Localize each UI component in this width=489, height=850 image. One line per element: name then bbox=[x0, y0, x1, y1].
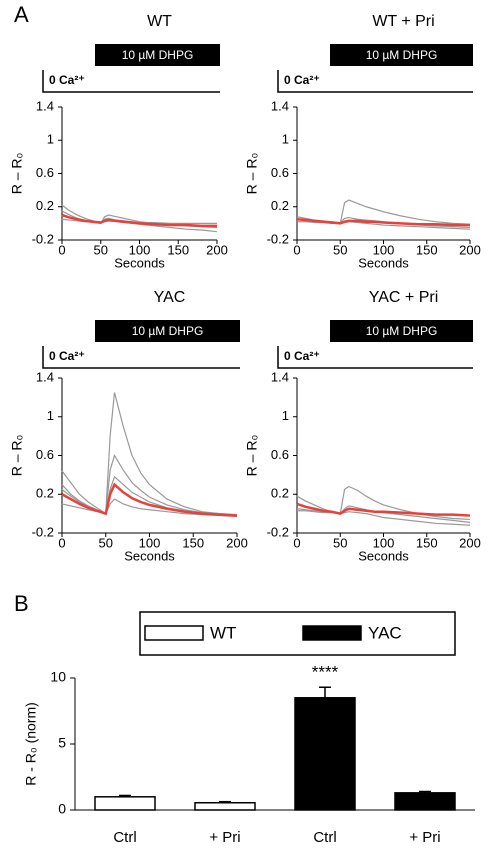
x-tick-label: 200 bbox=[226, 535, 248, 550]
trace bbox=[297, 510, 471, 526]
x-tick-label: 200 bbox=[459, 535, 481, 550]
x-tick-label: 150 bbox=[416, 535, 438, 550]
condition-bracket bbox=[42, 70, 220, 93]
y-tick-label: 1.4 bbox=[271, 98, 289, 113]
panel-label: A bbox=[14, 2, 29, 27]
panel-label: B bbox=[14, 591, 29, 616]
stimulus-bar bbox=[330, 44, 473, 66]
trace bbox=[61, 498, 238, 518]
y-tick-label: 5 bbox=[58, 735, 66, 751]
trace bbox=[61, 392, 238, 517]
y-tick-label: -0.2 bbox=[267, 524, 289, 539]
y-tick-label: 0 bbox=[58, 801, 66, 817]
y-tick-label: 0.2 bbox=[36, 486, 54, 501]
y-tick-label: 1.4 bbox=[36, 98, 54, 113]
legend-swatch bbox=[144, 625, 204, 641]
y-tick-label: 0.2 bbox=[36, 198, 54, 213]
x-tick-label: 200 bbox=[206, 242, 228, 257]
x-tick-label: 150 bbox=[416, 242, 438, 257]
stimulus-label: 10 µM DHPG bbox=[132, 324, 204, 338]
y-tick-label: 0.2 bbox=[271, 486, 289, 501]
x-tick-label: 100 bbox=[139, 535, 161, 550]
y-tick-label: 0.6 bbox=[271, 165, 289, 180]
stimulus-label: 10 µM DHPG bbox=[366, 48, 438, 62]
legend-swatch bbox=[302, 625, 362, 641]
x-tick-label: + Pri bbox=[209, 829, 240, 846]
bar bbox=[394, 792, 456, 811]
x-axis-label: Seconds bbox=[358, 548, 409, 563]
x-tick-label: 100 bbox=[373, 535, 395, 550]
stimulus-label: 10 µM DHPG bbox=[122, 48, 194, 62]
condition-bracket bbox=[277, 70, 473, 93]
y-tick-label: 1 bbox=[47, 408, 54, 423]
chart-title: WT bbox=[147, 13, 172, 30]
y-axis-label: R – R₀ bbox=[9, 435, 25, 477]
chart-title: WT + Pri bbox=[372, 13, 434, 30]
y-tick-label: 1 bbox=[282, 132, 289, 147]
bar bbox=[194, 801, 256, 811]
x-tick-label: 150 bbox=[167, 242, 189, 257]
bar bbox=[294, 697, 356, 811]
x-tick-label: 0 bbox=[293, 242, 300, 257]
y-tick-label: 1 bbox=[47, 132, 54, 147]
condition-label: 0 Ca²⁺ bbox=[284, 349, 320, 363]
stimulus-bar bbox=[95, 44, 220, 66]
x-tick-label: 0 bbox=[58, 242, 65, 257]
y-axis-label: R – R₀ bbox=[9, 153, 25, 195]
condition-label: 0 Ca²⁺ bbox=[49, 73, 85, 87]
bar bbox=[94, 796, 156, 811]
y-tick-label: 0.6 bbox=[36, 447, 54, 462]
x-tick-label: 50 bbox=[333, 535, 347, 550]
x-tick-label: 50 bbox=[333, 242, 347, 257]
x-tick-label: + Pri bbox=[409, 829, 440, 846]
significance: **** bbox=[312, 663, 339, 682]
x-tick-label: 150 bbox=[182, 535, 204, 550]
x-tick-label: 50 bbox=[99, 535, 113, 550]
chart-title: YAC bbox=[154, 289, 186, 306]
legend-label: YAC bbox=[368, 623, 402, 642]
x-tick-label: 50 bbox=[94, 242, 108, 257]
x-tick-label: 200 bbox=[459, 242, 481, 257]
x-tick-label: 0 bbox=[58, 535, 65, 550]
chart-title: YAC + Pri bbox=[369, 289, 439, 306]
x-axis-label: Seconds bbox=[124, 548, 175, 563]
y-tick-label: 0.2 bbox=[271, 198, 289, 213]
y-tick-label: 1.4 bbox=[271, 369, 289, 384]
x-tick-label: Ctrl bbox=[113, 829, 136, 846]
trace bbox=[61, 482, 238, 517]
y-tick-label: -0.2 bbox=[32, 231, 54, 246]
condition-label: 0 Ca²⁺ bbox=[49, 349, 85, 363]
x-tick-label: 0 bbox=[293, 535, 300, 550]
x-axis-label: Seconds bbox=[358, 255, 409, 270]
y-tick-label: 1.4 bbox=[36, 369, 54, 384]
x-tick-label: Ctrl bbox=[313, 829, 336, 846]
y-axis-label: R – R₀ bbox=[244, 435, 260, 477]
stimulus-bar bbox=[330, 320, 473, 342]
y-tick-label: 0.6 bbox=[271, 447, 289, 462]
y-axis-label: R - R₀ (norm) bbox=[23, 702, 39, 786]
condition-bracket bbox=[42, 346, 240, 369]
condition-bracket bbox=[277, 346, 473, 369]
stimulus-bar bbox=[95, 320, 240, 342]
trace bbox=[61, 454, 238, 517]
x-tick-label: 100 bbox=[373, 242, 395, 257]
y-tick-label: 10 bbox=[50, 669, 66, 685]
stimulus-label: 10 µM DHPG bbox=[366, 324, 438, 338]
y-tick-label: 1 bbox=[282, 408, 289, 423]
legend-label: WT bbox=[210, 623, 236, 642]
y-tick-label: -0.2 bbox=[267, 231, 289, 246]
trace bbox=[296, 495, 471, 523]
trace bbox=[296, 502, 471, 517]
trace bbox=[61, 213, 217, 228]
x-axis-label: Seconds bbox=[114, 255, 165, 270]
trace bbox=[296, 217, 470, 227]
y-tick-label: -0.2 bbox=[32, 524, 54, 539]
x-tick-label: 100 bbox=[129, 242, 151, 257]
y-axis-label: R – R₀ bbox=[244, 153, 260, 195]
condition-label: 0 Ca²⁺ bbox=[284, 73, 320, 87]
y-tick-label: 0.6 bbox=[36, 165, 54, 180]
